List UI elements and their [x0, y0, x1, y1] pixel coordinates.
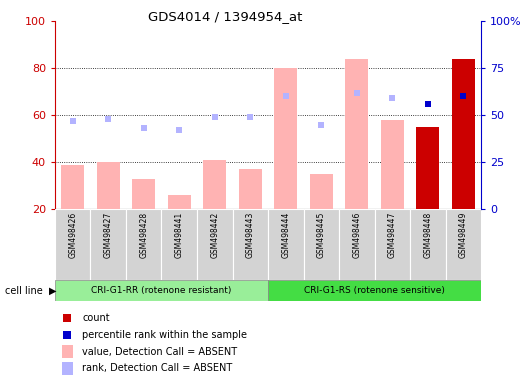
- Text: GSM498445: GSM498445: [317, 212, 326, 258]
- Bar: [339, 209, 374, 280]
- Text: rank, Detection Call = ABSENT: rank, Detection Call = ABSENT: [82, 364, 232, 374]
- Point: [246, 114, 255, 120]
- Bar: [132, 179, 155, 209]
- Bar: [233, 209, 268, 280]
- Point: [63, 332, 72, 338]
- Bar: [62, 362, 73, 375]
- Point: [424, 101, 432, 107]
- Point: [175, 127, 184, 133]
- Text: GSM498426: GSM498426: [68, 212, 77, 258]
- Text: GDS4014 / 1394954_at: GDS4014 / 1394954_at: [147, 10, 302, 23]
- Bar: [381, 120, 404, 209]
- Bar: [55, 209, 90, 280]
- Text: GSM498428: GSM498428: [139, 212, 148, 258]
- Text: count: count: [82, 313, 110, 323]
- Bar: [452, 59, 475, 209]
- Point: [69, 118, 77, 124]
- Text: value, Detection Call = ABSENT: value, Detection Call = ABSENT: [82, 347, 237, 357]
- Bar: [416, 127, 439, 209]
- Bar: [97, 162, 120, 209]
- Text: GSM498443: GSM498443: [246, 212, 255, 258]
- Text: CRI-G1-RR (rotenone resistant): CRI-G1-RR (rotenone resistant): [92, 286, 232, 295]
- Text: GSM498427: GSM498427: [104, 212, 112, 258]
- Bar: [162, 209, 197, 280]
- Point: [281, 93, 290, 99]
- Bar: [310, 174, 333, 209]
- Bar: [55, 280, 268, 301]
- Text: CRI-G1-RS (rotenone sensitive): CRI-G1-RS (rotenone sensitive): [304, 286, 445, 295]
- Text: GSM498447: GSM498447: [388, 212, 397, 258]
- Bar: [90, 209, 126, 280]
- Text: GSM498446: GSM498446: [353, 212, 361, 258]
- Bar: [168, 195, 191, 209]
- Bar: [374, 209, 410, 280]
- Bar: [410, 209, 446, 280]
- Bar: [446, 209, 481, 280]
- Point: [353, 89, 361, 96]
- Text: GSM498449: GSM498449: [459, 212, 468, 258]
- Text: GSM498444: GSM498444: [281, 212, 290, 258]
- Text: GSM498442: GSM498442: [210, 212, 219, 258]
- Bar: [345, 59, 368, 209]
- Bar: [61, 165, 84, 209]
- Bar: [268, 280, 481, 301]
- Point: [388, 95, 396, 101]
- Text: GSM498448: GSM498448: [424, 212, 433, 258]
- Text: percentile rank within the sample: percentile rank within the sample: [82, 330, 247, 340]
- Bar: [62, 345, 73, 358]
- Point: [317, 121, 325, 127]
- Text: cell line: cell line: [5, 286, 43, 296]
- Bar: [203, 160, 226, 209]
- Point: [140, 125, 148, 131]
- Bar: [126, 209, 162, 280]
- Point: [211, 114, 219, 120]
- Bar: [303, 209, 339, 280]
- Text: ▶: ▶: [49, 286, 56, 296]
- Bar: [197, 209, 233, 280]
- Bar: [268, 209, 303, 280]
- Point: [459, 93, 468, 99]
- Bar: [238, 169, 262, 209]
- Text: GSM498441: GSM498441: [175, 212, 184, 258]
- Bar: [274, 68, 298, 209]
- Point: [63, 315, 72, 321]
- Point: [104, 116, 112, 122]
